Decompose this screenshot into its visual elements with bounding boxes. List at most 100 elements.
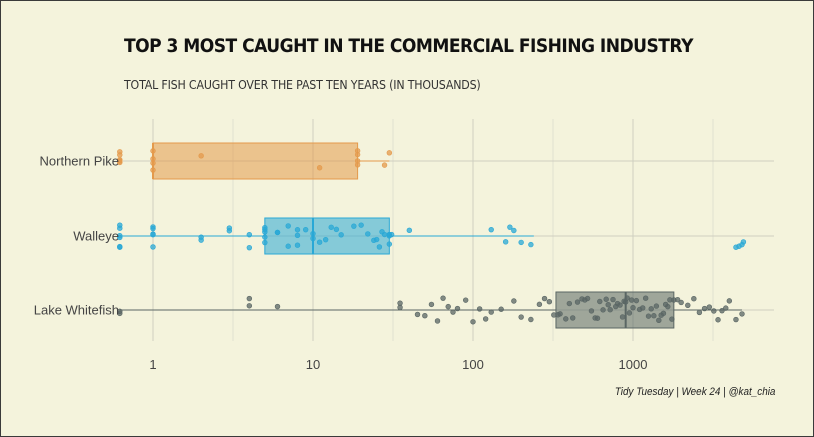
data-point [605, 302, 611, 308]
data-point [645, 313, 652, 319]
y-axis-label: Northern Pike [40, 154, 119, 169]
data-point [450, 309, 456, 315]
data-point [294, 242, 301, 248]
data-point [150, 148, 156, 154]
data-point [563, 316, 569, 322]
data-point [691, 296, 697, 302]
data-point [584, 295, 591, 302]
data-point [511, 298, 517, 304]
data-point [507, 224, 513, 230]
box [152, 142, 359, 180]
data-point [316, 239, 323, 245]
data-point [150, 225, 156, 232]
data-point [274, 303, 281, 310]
data-point [701, 305, 708, 312]
data-point [365, 231, 371, 237]
data-point [198, 237, 204, 243]
data-point [546, 299, 553, 305]
data-point [470, 319, 476, 325]
data-point [440, 295, 446, 301]
data-point [665, 303, 671, 310]
data-point [333, 226, 340, 233]
chart-title: TOP 3 MOST CAUGHT IN THE COMMERCIAL FISH… [124, 35, 693, 57]
data-point [536, 301, 543, 308]
data-point [354, 158, 361, 164]
data-point [246, 231, 253, 238]
data-point [498, 306, 504, 312]
data-point [607, 307, 613, 313]
data-point [651, 313, 657, 319]
data-point [685, 302, 691, 308]
data-point [246, 303, 253, 309]
data-point [511, 227, 517, 234]
chart-caption: Tidy Tuesday | Week 24 | @kat_chia [614, 386, 775, 398]
data-point [117, 222, 123, 228]
data-point [294, 232, 301, 238]
data-point [150, 231, 156, 237]
data-point [706, 304, 713, 310]
data-point [310, 230, 316, 237]
y-axis-label: Lake Whitefish [34, 303, 119, 318]
data-point [711, 308, 717, 314]
x-axis-tick-label: 1 [149, 357, 156, 372]
data-point [628, 297, 635, 303]
data-point [373, 236, 380, 243]
x-axis-tick-label: 10 [306, 357, 320, 372]
data-point [294, 227, 301, 233]
data-point [406, 227, 413, 234]
data-point [640, 305, 646, 311]
data-point [653, 303, 660, 309]
data-point [381, 162, 388, 168]
box [264, 217, 390, 255]
data-point [226, 225, 233, 231]
data-point [624, 295, 630, 301]
data-point [574, 299, 581, 305]
data-point [262, 239, 268, 246]
data-point [322, 236, 329, 243]
data-point [302, 226, 309, 233]
data-point [488, 226, 494, 233]
data-point [381, 231, 388, 238]
data-point [454, 305, 461, 312]
box [555, 291, 675, 329]
data-point [617, 302, 623, 308]
data-point [488, 309, 494, 315]
data-point [656, 317, 662, 324]
x-axis-tick-label: 1000 [619, 357, 648, 372]
data-point [669, 316, 675, 322]
data-point [630, 304, 636, 311]
data-point [696, 309, 703, 316]
data-point [388, 231, 395, 238]
data-point [117, 232, 123, 239]
data-point [674, 296, 681, 303]
data-point [610, 296, 616, 303]
data-point [117, 158, 123, 164]
data-point [262, 234, 268, 240]
data-point [422, 312, 428, 319]
data-point [328, 224, 334, 230]
data-point [476, 306, 483, 312]
data-point [600, 307, 606, 313]
data-point [354, 151, 361, 158]
series-northern-pike [117, 142, 393, 180]
chart-subtitle: TOTAL FISH CAUGHT OVER THE PAST TEN YEAR… [124, 78, 481, 92]
data-point [619, 314, 626, 320]
data-point [246, 244, 253, 251]
data-point [528, 316, 534, 323]
data-point [626, 310, 633, 316]
data-point [726, 298, 733, 304]
data-point [262, 224, 268, 231]
data-point [358, 222, 364, 228]
data-point [518, 314, 524, 320]
data-point [150, 156, 156, 162]
data-point [462, 297, 469, 303]
data-point [386, 241, 393, 247]
data-point [445, 303, 451, 310]
x-axis-tick-label: 100 [462, 357, 484, 372]
data-point [246, 295, 253, 302]
data-point [660, 310, 667, 317]
data-point [310, 235, 316, 242]
data-point [376, 244, 383, 250]
